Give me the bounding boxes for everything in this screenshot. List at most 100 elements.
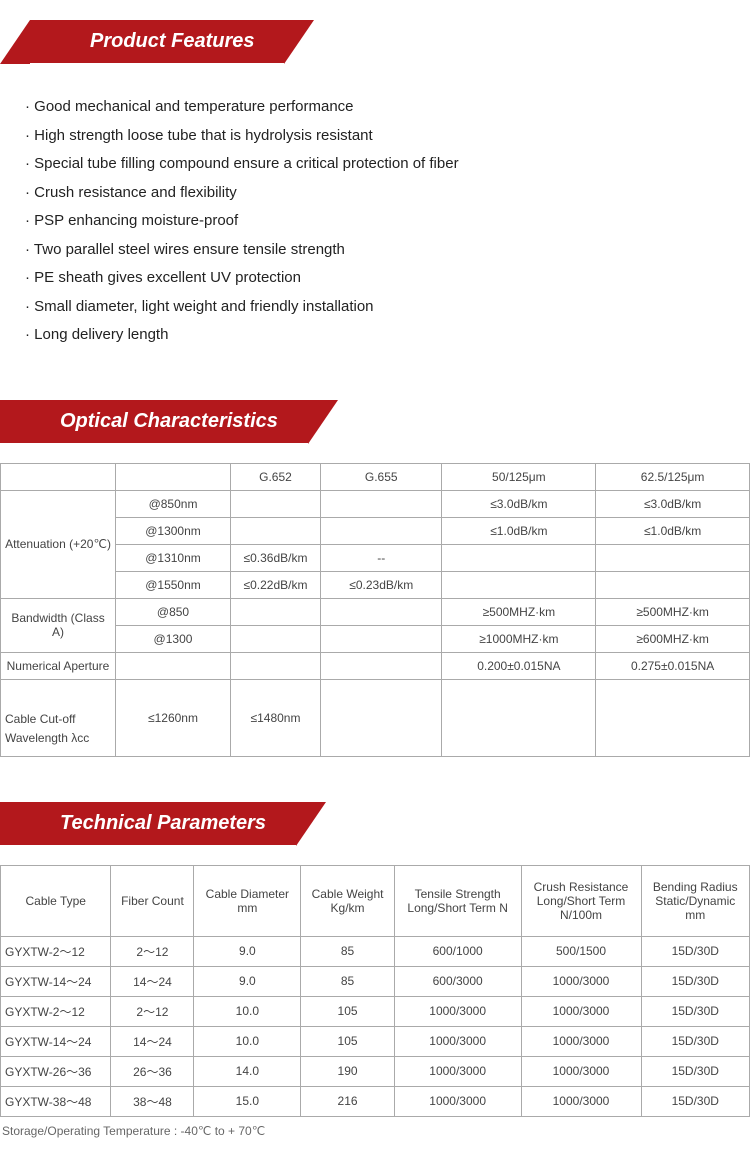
optical-cell: @1300nm xyxy=(116,517,231,544)
optical-row-label: Cable Cut-off Wavelength λcc xyxy=(1,679,116,756)
optical-cell xyxy=(231,598,321,625)
optical-cell: ≥600MHZ·km xyxy=(596,625,750,652)
technical-col-header: Crush ResistanceLong/Short TermN/100m xyxy=(521,865,641,936)
optical-cell: ≤1480nm xyxy=(231,679,321,756)
technical-cell: 2～12 xyxy=(111,936,194,966)
feature-item: Two parallel steel wires ensure tensile … xyxy=(25,236,725,265)
optical-cell xyxy=(442,571,596,598)
technical-cell: 14～24 xyxy=(111,966,194,996)
technical-heading: Technical Parameters xyxy=(0,802,296,845)
technical-row: GYXTW-2～122～1210.01051000/30001000/30001… xyxy=(1,996,750,1026)
technical-cell: 15D/30D xyxy=(641,996,750,1026)
optical-header-row: G.652G.65550/125μm62.5/125μm xyxy=(1,463,750,490)
optical-cell: ≤0.22dB/km xyxy=(231,571,321,598)
technical-cell: 1000/3000 xyxy=(394,1056,521,1086)
optical-cell xyxy=(596,544,750,571)
technical-cell: 1000/3000 xyxy=(394,996,521,1026)
technical-cell: 15D/30D xyxy=(641,936,750,966)
technical-cell: 14～24 xyxy=(111,1026,194,1056)
optical-cell xyxy=(442,544,596,571)
technical-col-header: Cable Diametermm xyxy=(194,865,301,936)
technical-cell: GYXTW-14～24 xyxy=(1,1026,111,1056)
technical-col-header: Tensile StrengthLong/Short Term N xyxy=(394,865,521,936)
optical-cell xyxy=(442,679,596,756)
feature-item: Special tube filling compound ensure a c… xyxy=(25,150,725,179)
technical-cell: GYXTW-2～12 xyxy=(1,936,111,966)
optical-cell xyxy=(231,490,321,517)
technical-cell: 26～36 xyxy=(111,1056,194,1086)
optical-cell: ≤3.0dB/km xyxy=(442,490,596,517)
optical-heading: Optical Characteristics xyxy=(0,400,308,443)
temperature-note: Storage/Operating Temperature : -40℃ to … xyxy=(0,1124,750,1138)
technical-col-header: Bending RadiusStatic/Dynamicmm xyxy=(641,865,750,936)
features-heading: Product Features xyxy=(30,20,284,63)
optical-cell xyxy=(321,490,442,517)
technical-cell: 600/1000 xyxy=(394,936,521,966)
feature-item: Good mechanical and temperature performa… xyxy=(25,93,725,122)
optical-cell: ≤0.36dB/km xyxy=(231,544,321,571)
optical-cell: ≥1000MHZ·km xyxy=(442,625,596,652)
optical-cell: @850 xyxy=(116,598,231,625)
optical-row-label: Attenuation (+20℃) xyxy=(1,490,116,598)
technical-row: GYXTW-2～122～129.085600/1000500/150015D/3… xyxy=(1,936,750,966)
optical-cell: ≤1.0dB/km xyxy=(596,517,750,544)
optical-cell xyxy=(231,625,321,652)
technical-cell: 9.0 xyxy=(194,936,301,966)
optical-cell: -- xyxy=(321,544,442,571)
technical-cell: 1000/3000 xyxy=(394,1026,521,1056)
optical-cell: ≤1260nm xyxy=(116,679,231,756)
technical-cell: 105 xyxy=(301,1026,395,1056)
optical-cell: ≤3.0dB/km xyxy=(596,490,750,517)
technical-cell: 600/3000 xyxy=(394,966,521,996)
optical-col-header xyxy=(1,463,116,490)
technical-cell: 15D/30D xyxy=(641,1056,750,1086)
optical-col-header xyxy=(116,463,231,490)
optical-cell xyxy=(596,571,750,598)
technical-cell: 15D/30D xyxy=(641,1026,750,1056)
optical-cell: ≥500MHZ·km xyxy=(596,598,750,625)
optical-cell xyxy=(321,625,442,652)
optical-cell xyxy=(116,652,231,679)
optical-cell: ≤1.0dB/km xyxy=(442,517,596,544)
feature-item: Small diameter, light weight and friendl… xyxy=(25,293,725,322)
technical-cell: 10.0 xyxy=(194,996,301,1026)
optical-cell xyxy=(321,652,442,679)
feature-item: PE sheath gives excellent UV protection xyxy=(25,264,725,293)
feature-item: Crush resistance and flexibility xyxy=(25,179,725,208)
optical-col-header: G.655 xyxy=(321,463,442,490)
optical-col-header: 62.5/125μm xyxy=(596,463,750,490)
optical-table: G.652G.65550/125μm62.5/125μm Attenuation… xyxy=(0,463,750,757)
optical-cell xyxy=(231,652,321,679)
optical-cell xyxy=(596,679,750,756)
optical-row: Numerical Aperture0.200±0.015NA0.275±0.0… xyxy=(1,652,750,679)
technical-cell: 190 xyxy=(301,1056,395,1086)
feature-item: Long delivery length xyxy=(25,321,725,350)
optical-body: Attenuation (+20℃)@850nm ≤3.0dB/km≤3.0dB/… xyxy=(1,490,750,756)
technical-cell: 105 xyxy=(301,996,395,1026)
technical-cell: 1000/3000 xyxy=(521,966,641,996)
technical-cell: 2～12 xyxy=(111,996,194,1026)
technical-row: GYXTW-14～2414～249.085600/30001000/300015… xyxy=(1,966,750,996)
optical-cell xyxy=(321,598,442,625)
technical-cell: 15D/30D xyxy=(641,966,750,996)
technical-cell: 14.0 xyxy=(194,1056,301,1086)
technical-cell: GYXTW-14～24 xyxy=(1,966,111,996)
optical-row: Bandwidth (Class A)@850≥500MHZ·km≥500MHZ… xyxy=(1,598,750,625)
technical-cell: 1000/3000 xyxy=(521,996,641,1026)
technical-cell: 1000/3000 xyxy=(521,1056,641,1086)
optical-cell: @1300 xyxy=(116,625,231,652)
optical-cell xyxy=(231,517,321,544)
optical-cell: @850nm xyxy=(116,490,231,517)
optical-cell: @1550nm xyxy=(116,571,231,598)
optical-cell xyxy=(321,679,442,756)
optical-cell: ≤0.23dB/km xyxy=(321,571,442,598)
technical-cell: 85 xyxy=(301,966,395,996)
technical-body: GYXTW-2～122～129.085600/1000500/150015D/3… xyxy=(1,936,750,1116)
optical-cell: 0.200±0.015NA xyxy=(442,652,596,679)
feature-item: High strength loose tube that is hydroly… xyxy=(25,122,725,151)
technical-cell: 500/1500 xyxy=(521,936,641,966)
technical-header-row: Cable TypeFiber CountCable DiametermmCab… xyxy=(1,865,750,936)
technical-table: Cable TypeFiber CountCable DiametermmCab… xyxy=(0,865,750,1117)
technical-cell: GYXTW-26～36 xyxy=(1,1056,111,1086)
optical-cell: ≥500MHZ·km xyxy=(442,598,596,625)
